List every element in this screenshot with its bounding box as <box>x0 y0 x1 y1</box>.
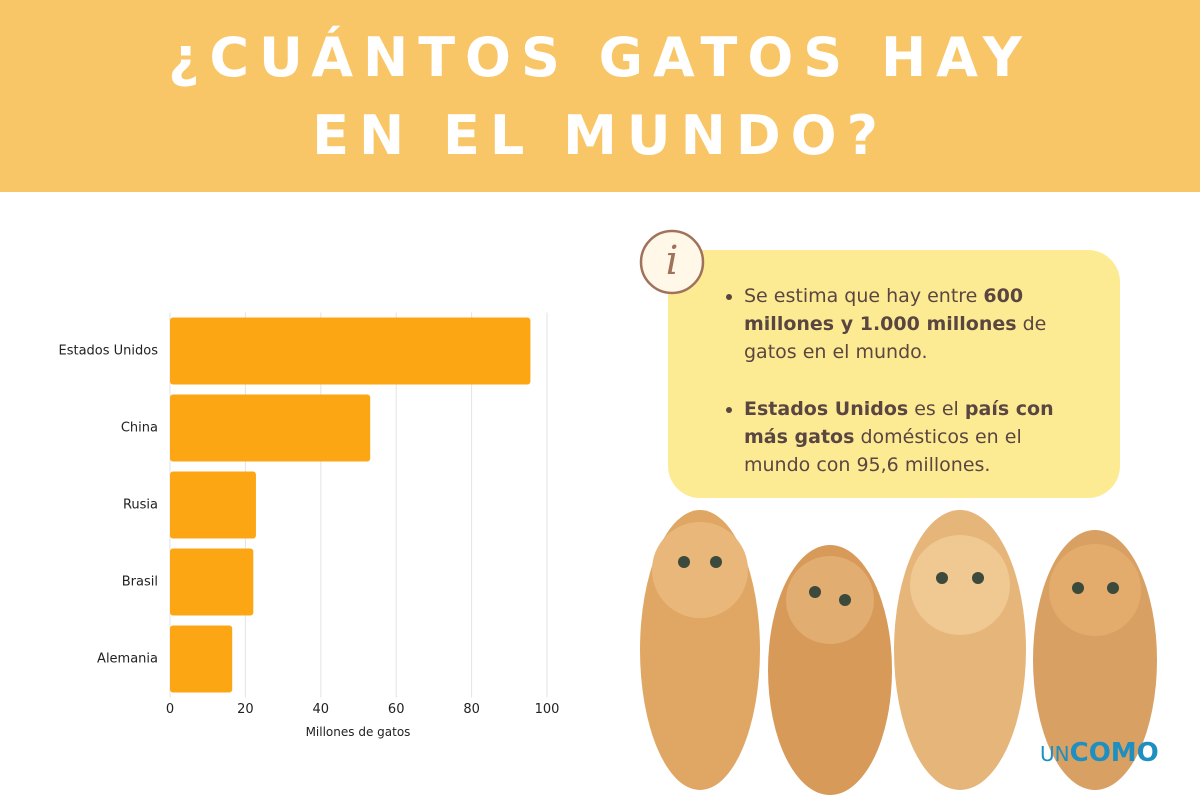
y-tick-label: Alemania <box>97 652 158 667</box>
x-tick-label: 80 <box>463 702 480 717</box>
bullet: Estados Unidos es el país con más gatos … <box>744 395 1080 479</box>
title: ¿CUÁNTOS GATOS HAY <box>168 26 1032 89</box>
bullet-text: Estados Unidos <box>744 398 909 420</box>
x-tick-label: 20 <box>237 702 254 717</box>
logo-part: COMO <box>1069 738 1159 768</box>
y-tick-label: Brasil <box>122 575 158 590</box>
bullet-text: domésticos en el mundo con 95,6 millones… <box>744 426 1022 476</box>
svg-text:i: i <box>666 238 679 284</box>
x-tick-label: 100 <box>535 702 560 717</box>
y-tick-label: Rusia <box>123 498 158 513</box>
x-axis-label: Millones de gatos <box>306 725 411 739</box>
bullet: Se estima que hay entre 600 millones y 1… <box>744 282 1080 366</box>
bar <box>170 548 254 616</box>
bar <box>170 317 531 385</box>
info-icon: i <box>639 229 705 295</box>
header: ¿CUÁNTOS GATOS HAY EN EL MUNDO? <box>0 0 1200 192</box>
bullet-text: de gatos en el mundo. <box>744 313 1047 363</box>
x-tick-label: 60 <box>388 702 405 717</box>
logo: UNCOMO <box>1040 738 1159 768</box>
y-tick-label: China <box>121 421 158 436</box>
x-tick-label: 40 <box>313 702 330 717</box>
bullet-text: país con más gatos <box>744 398 1054 448</box>
y-tick-label: Estados Unidos <box>58 344 158 359</box>
bullet-text: es el <box>908 398 965 420</box>
info-box: Se estima que hay entre 600 millones y 1… <box>668 250 1120 498</box>
bar <box>170 625 233 693</box>
logo-part: UN <box>1040 742 1070 766</box>
bar <box>170 471 256 539</box>
cats <box>640 510 1157 795</box>
bullet-text: Se estima que hay entre <box>744 285 984 307</box>
x-tick-label: 0 <box>166 702 174 717</box>
bar <box>170 394 371 462</box>
title: EN EL MUNDO? <box>312 104 888 167</box>
bullet-text: 600 millones y 1.000 millones <box>744 285 1024 335</box>
